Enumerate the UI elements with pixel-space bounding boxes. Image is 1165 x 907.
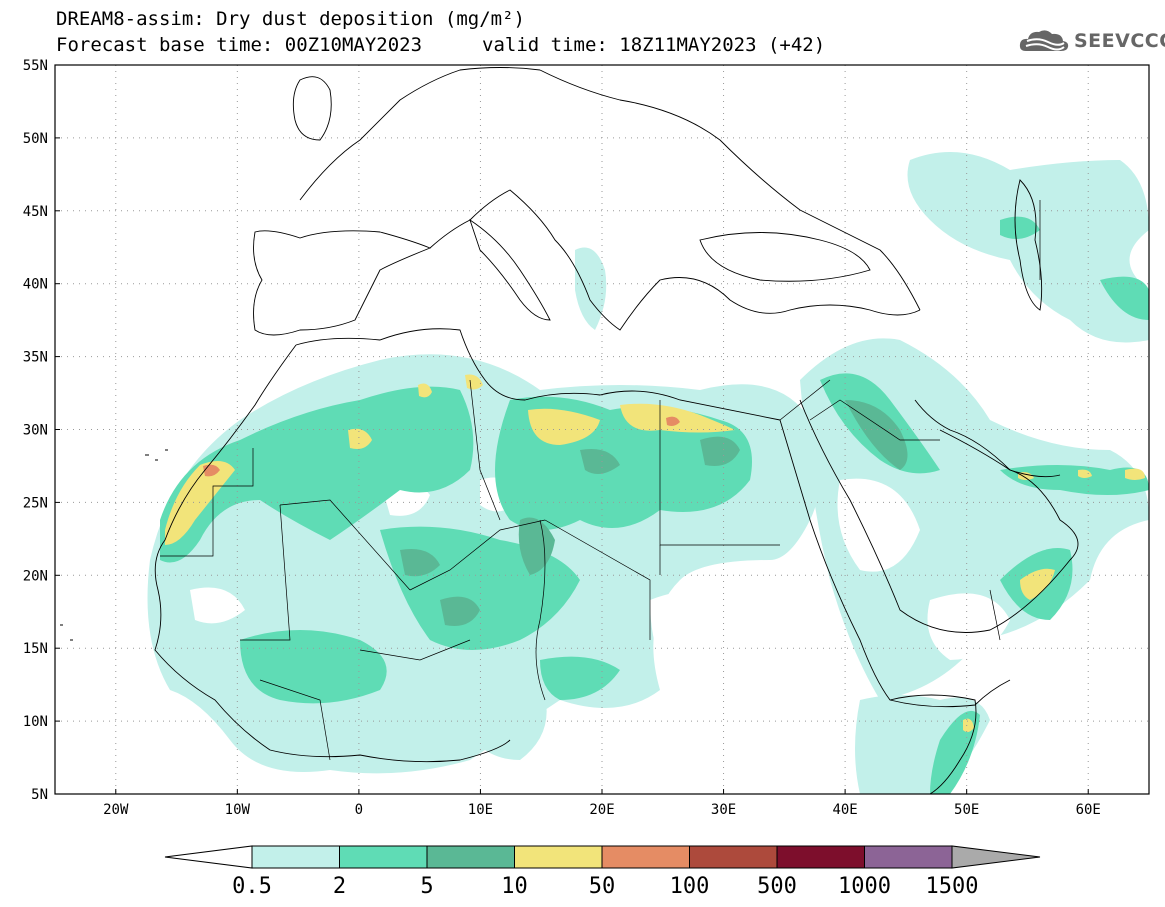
lon-label: 60E: [1076, 802, 1101, 818]
colorbar-under-arrow: [164, 845, 253, 869]
cloud-icon: [1019, 30, 1069, 51]
colorbar-swatch: [689, 845, 778, 869]
lat-label: 20N: [23, 568, 48, 584]
lon-label: 20W: [103, 802, 129, 818]
lon-label: 10W: [225, 802, 251, 818]
colorbar-swatch: [339, 845, 428, 869]
dust-level-5: [400, 400, 908, 626]
map-title: DREAM8-assim: Dry dust deposition (mg/m²…: [56, 8, 525, 30]
logo-text: SEEVCCC: [1074, 30, 1165, 52]
latitude-labels: 55N 50N 45N 40N 35N 30N 25N 20N 15N 10N 5N: [23, 58, 60, 803]
colorbar-over-arrow: [951, 845, 1041, 869]
lon-label: 20E: [589, 802, 614, 818]
colorbar: 0.5 2 5 10 50 100 500 1000 1500: [164, 845, 1041, 899]
colorbar-label: 2: [333, 874, 346, 899]
lon-label: 0: [355, 802, 363, 818]
lat-label: 50N: [23, 131, 48, 147]
colorbar-label: 50: [589, 874, 616, 899]
colorbar-label: 500: [757, 874, 797, 899]
map-gridlines: [55, 65, 1149, 794]
lon-label: 10E: [468, 802, 493, 818]
lat-label: 45N: [23, 204, 48, 220]
colorbar-swatch: [251, 845, 340, 869]
colorbar-label: 10: [501, 874, 528, 899]
dust-level-10: [165, 374, 1145, 733]
colorbar-label: 1500: [926, 874, 979, 899]
seevccc-logo: SEEVCCC: [1018, 26, 1165, 56]
lat-label: 25N: [23, 495, 48, 511]
colorbar-swatch: [864, 845, 953, 869]
lat-label: 35N: [23, 350, 48, 366]
colorbar-swatch: [426, 845, 515, 869]
forecast-base-time: Forecast base time: 00Z10MAY2023: [56, 34, 423, 56]
dust-field: [147, 152, 1149, 794]
dust-level-50: [203, 416, 680, 477]
lon-label: 50E: [954, 802, 979, 818]
colorbar-label: 0.5: [232, 874, 272, 899]
lon-label: 40E: [832, 802, 857, 818]
lat-label: 15N: [23, 641, 48, 657]
lat-label: 30N: [23, 423, 48, 439]
colorbar-label: 5: [420, 874, 433, 899]
lat-label: 10N: [23, 714, 48, 730]
valid-time: valid time: 18Z11MAY2023 (+42): [482, 34, 826, 56]
lat-label: 5N: [31, 787, 48, 803]
colorbar-swatch: [776, 845, 865, 869]
colorbar-label: 100: [670, 874, 710, 899]
lon-label: 30E: [711, 802, 736, 818]
longitude-labels: 20W 10W 0 10E 20E 30E 40E 50E 60E: [103, 789, 1101, 818]
lat-label: 55N: [23, 58, 48, 74]
lat-label: 40N: [23, 277, 48, 293]
colorbar-swatch: [514, 845, 603, 869]
colorbar-swatch: [601, 845, 690, 869]
coastlines: [60, 67, 1079, 794]
country-borders: [160, 200, 1041, 761]
colorbar-label: 1000: [838, 874, 891, 899]
